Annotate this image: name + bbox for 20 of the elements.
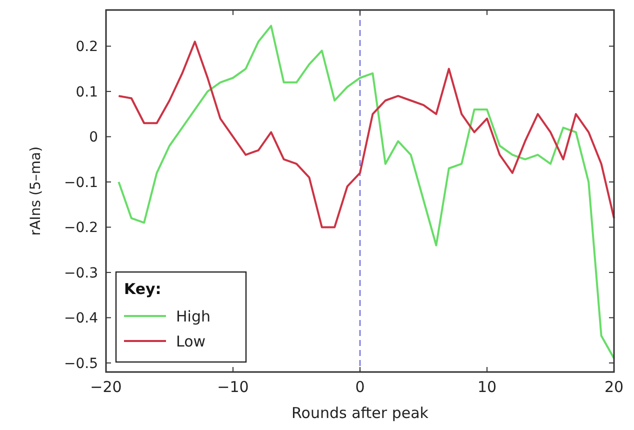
y-axis-title: rAIns (5–ma) — [28, 146, 44, 236]
x-axis-title: Rounds after peak — [292, 404, 429, 422]
legend-label: High — [176, 307, 210, 326]
x-tick-label: 10 — [477, 378, 497, 396]
y-tick-label: 0.1 — [76, 84, 98, 100]
y-tick-label: 0 — [89, 130, 98, 146]
legend-label: Low — [176, 332, 206, 350]
y-tick-label: −0.3 — [64, 265, 98, 282]
line-series — [118, 24, 615, 360]
y-tick-label: −0.1 — [64, 174, 98, 191]
y-tick-label: 0.2 — [76, 39, 98, 56]
x-tick-label: −10 — [217, 378, 249, 396]
legend-title: Key: — [124, 280, 162, 298]
y-tick-label: −0.5 — [64, 356, 98, 372]
x-tick-label: −20 — [90, 378, 122, 396]
y-tick-label: −0.4 — [64, 310, 98, 327]
line-series — [118, 40, 615, 228]
x-tick-label: 0 — [355, 378, 365, 396]
y-tick-label: −0.2 — [64, 220, 98, 236]
x-tick-label: 20 — [604, 378, 624, 396]
